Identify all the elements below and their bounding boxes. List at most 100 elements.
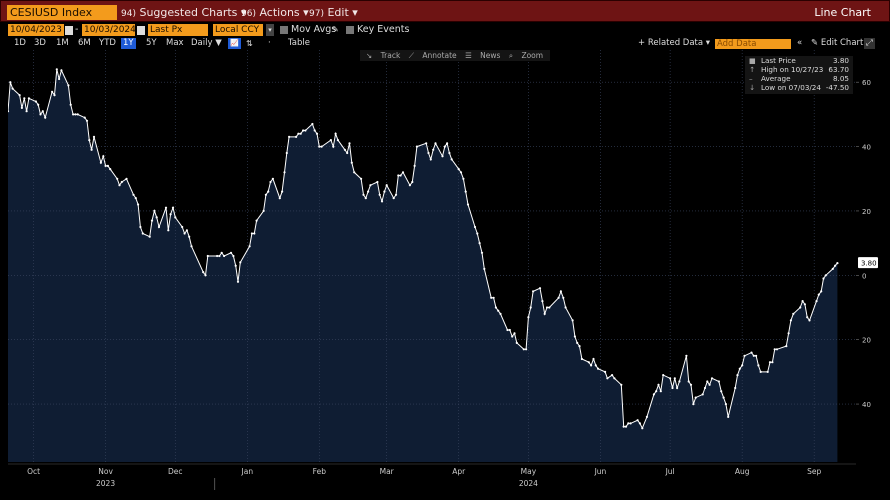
end-date-field[interactable]: 10/03/2024 <box>82 24 136 36</box>
periodicity-selector[interactable]: Daily ▼ <box>191 38 222 48</box>
edit-chart-button[interactable]: ✎ Edit Chart <box>809 38 865 49</box>
range-1m[interactable]: 1M <box>56 38 69 48</box>
key-events-label[interactable]: Key Events <box>357 24 410 35</box>
edit-menu[interactable]: 97) Edit ▾ <box>309 5 358 20</box>
data-point <box>785 345 788 348</box>
data-point <box>37 103 40 106</box>
data-point <box>104 164 107 167</box>
data-point <box>557 296 560 299</box>
data-point <box>815 300 818 303</box>
low-marker-icon: ↓ <box>749 83 756 92</box>
x-tick-label: Apr <box>452 467 466 476</box>
data-point <box>511 335 514 338</box>
data-point <box>102 155 105 158</box>
data-point <box>223 254 226 258</box>
chevron-down-icon: ▾ <box>303 6 309 19</box>
edit-chart-label: Edit Chart <box>820 38 864 48</box>
data-point <box>364 197 367 200</box>
data-point <box>253 232 256 235</box>
data-point <box>645 415 649 418</box>
data-point <box>255 219 258 222</box>
range-max[interactable]: Max <box>166 38 184 48</box>
data-point <box>164 206 168 209</box>
data-point <box>434 142 437 145</box>
chart-type-title: Line Chart <box>814 6 871 19</box>
data-point <box>559 290 563 293</box>
data-point <box>706 380 709 383</box>
data-point <box>83 116 86 119</box>
data-point <box>671 386 674 390</box>
calendar-icon[interactable] <box>65 26 73 35</box>
data-point <box>69 103 72 106</box>
data-point <box>8 110 10 113</box>
data-point <box>369 184 372 187</box>
zoom-tool[interactable]: ⌕ Zoom <box>508 51 544 60</box>
data-point <box>562 296 565 299</box>
data-point <box>576 341 579 344</box>
data-point <box>724 403 728 406</box>
data-point <box>771 361 774 364</box>
news-tool[interactable]: ☰ News <box>465 51 501 60</box>
data-point <box>41 110 44 113</box>
high-marker-icon: ↑ <box>749 65 756 74</box>
data-point <box>169 213 172 216</box>
x-tick-label: Feb <box>313 467 327 476</box>
data-point <box>787 332 790 335</box>
dropdown-dot-icon[interactable]: · <box>268 38 271 48</box>
ticker-input[interactable]: CESIUSD Index <box>7 5 117 20</box>
menu-label: Suggested Charts <box>139 6 238 19</box>
currency-selector[interactable]: Local CCY <box>213 24 263 36</box>
range-3d[interactable]: 3D <box>34 38 46 48</box>
data-point <box>708 383 711 386</box>
x-tick-label: Mar <box>380 467 395 476</box>
data-point <box>311 122 314 126</box>
data-point <box>269 180 272 184</box>
track-tool[interactable]: ↘ Track <box>366 51 401 60</box>
data-point <box>755 354 758 357</box>
related-data-button[interactable]: + Related Data ▾ <box>638 38 711 48</box>
average-marker-icon: – <box>749 74 753 83</box>
data-point <box>492 296 495 299</box>
add-data-input[interactable]: Add Data <box>715 39 791 49</box>
range-5y[interactable]: 5Y <box>146 38 157 48</box>
line-chart[interactable]: 60 40 20 0 20 40 3.80 Oct Nov Dec Jan Feb Mar Apr May J… <box>8 50 882 492</box>
key-events-checkbox[interactable] <box>346 26 354 34</box>
y-tick-label: 0 <box>862 272 866 280</box>
data-point <box>153 209 156 212</box>
pencil-icon[interactable]: ✎ <box>332 25 339 34</box>
data-point <box>689 383 693 386</box>
data-point <box>332 145 335 148</box>
table-button[interactable]: Table <box>288 38 310 48</box>
chevron-down-icon[interactable]: ▾ <box>266 24 274 36</box>
range-1d[interactable]: 1D <box>14 38 26 48</box>
calendar-icon[interactable] <box>137 26 145 35</box>
range-6m[interactable]: 6M <box>78 38 91 48</box>
line-chart-icon[interactable]: 📈 <box>228 38 241 49</box>
data-point <box>564 306 567 309</box>
data-point <box>336 139 339 142</box>
expand-icon[interactable]: ⤢ <box>864 38 875 49</box>
chart-style-icon[interactable]: ⇅ <box>246 39 253 48</box>
suggested-charts-menu[interactable]: 94) Suggested Charts ▾ <box>121 5 246 20</box>
data-point <box>134 197 137 200</box>
data-point <box>759 370 762 373</box>
range-1y[interactable]: 1Y <box>121 38 136 49</box>
actions-menu[interactable]: 96) Actions ▾ <box>241 5 309 20</box>
data-point <box>457 168 460 171</box>
date-separator: - <box>75 24 79 35</box>
data-point <box>750 351 753 354</box>
x-tick-label: Jul <box>665 467 675 476</box>
annotate-tool[interactable]: ⟋ Annotate <box>408 51 457 60</box>
mov-avgs-label[interactable]: Mov Avgs <box>291 24 337 35</box>
data-point <box>360 177 363 180</box>
double-chevron-left-icon[interactable]: « <box>797 38 803 48</box>
start-date-field[interactable]: 10/04/2023 <box>8 24 64 36</box>
x-tick-label: Jan <box>241 467 254 476</box>
data-point <box>480 251 484 254</box>
range-ytd[interactable]: YTD <box>99 38 116 48</box>
data-point <box>55 68 58 71</box>
field-selector[interactable]: Last Px <box>148 24 208 36</box>
legend-label: Low on 07/03/24 <box>761 83 821 92</box>
mov-avgs-checkbox[interactable] <box>280 26 288 34</box>
data-point <box>109 168 112 171</box>
